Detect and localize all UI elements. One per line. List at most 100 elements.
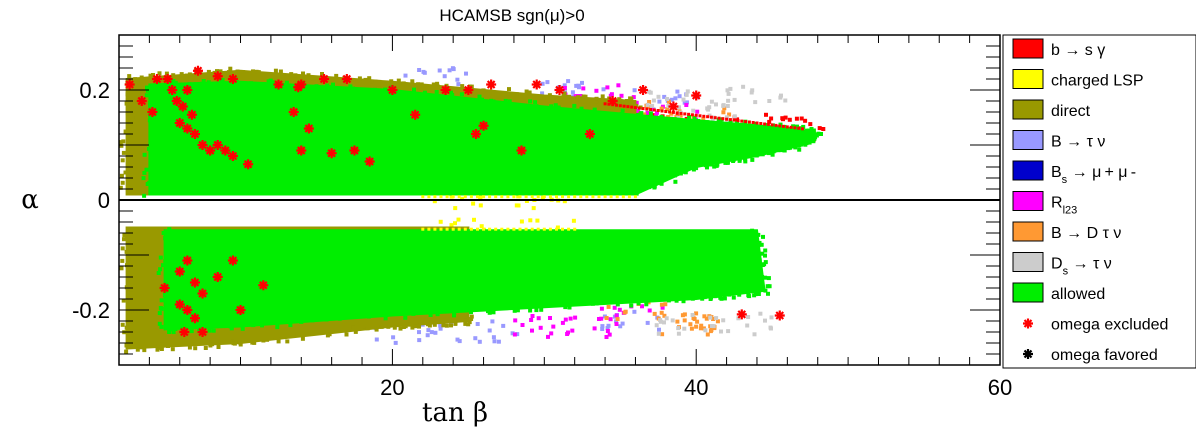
data-point	[747, 120, 751, 124]
data-point	[159, 298, 164, 303]
data-point	[707, 105, 712, 110]
data-point	[616, 83, 621, 88]
data-point	[561, 195, 564, 199]
data-point	[191, 323, 195, 328]
data-point	[549, 331, 554, 336]
data-point	[534, 104, 539, 109]
data-point	[321, 315, 326, 320]
data-point	[487, 328, 492, 333]
data-point	[519, 219, 524, 224]
data-point	[795, 142, 800, 147]
data-point	[675, 319, 680, 324]
series-allowed-region	[141, 77, 823, 335]
data-point	[630, 114, 635, 119]
data-point	[417, 68, 422, 72]
y-axis-title: α	[21, 185, 39, 215]
data-point	[387, 83, 392, 87]
data-point	[189, 329, 194, 334]
data-point	[620, 108, 625, 113]
data-point	[119, 140, 123, 145]
data-point	[431, 82, 436, 87]
data-point	[600, 327, 605, 331]
data-point	[384, 312, 389, 317]
data-point	[133, 343, 138, 348]
data-point	[708, 315, 713, 320]
star-marker	[288, 107, 299, 117]
data-point	[581, 86, 586, 91]
data-point	[245, 83, 250, 88]
data-point	[367, 88, 372, 93]
data-point	[714, 163, 719, 168]
data-point	[275, 322, 280, 327]
data-point	[601, 87, 606, 92]
data-point	[193, 341, 198, 346]
data-point	[712, 294, 717, 299]
data-point	[325, 333, 330, 338]
data-point	[753, 292, 758, 297]
star-marker	[774, 310, 785, 321]
data-point	[592, 107, 597, 112]
data-point	[674, 298, 679, 303]
data-point	[664, 173, 669, 178]
data-point	[609, 92, 614, 97]
star-marker	[227, 151, 238, 161]
data-point	[741, 152, 746, 157]
data-point	[152, 186, 157, 191]
data-point	[555, 225, 560, 230]
data-point	[235, 69, 240, 74]
data-point	[749, 90, 754, 95]
data-point	[435, 84, 440, 89]
data-point	[814, 133, 819, 138]
data-point	[666, 104, 671, 108]
data-point	[412, 87, 416, 92]
data-point	[416, 82, 421, 87]
data-point	[673, 96, 678, 101]
legend: b → s γ charged LSP direct B → τ ν Bs → μ + …	[1002, 34, 1196, 369]
data-point	[651, 297, 656, 301]
data-point	[155, 347, 160, 352]
data-point	[668, 110, 672, 114]
data-point	[556, 105, 561, 110]
data-point	[633, 106, 637, 110]
data-point	[753, 151, 758, 156]
data-point	[157, 321, 162, 326]
data-point	[673, 179, 678, 184]
star-marker	[147, 107, 158, 117]
data-point	[265, 337, 270, 342]
data-point	[698, 114, 702, 118]
data-point	[492, 339, 497, 344]
data-point	[227, 70, 231, 75]
data-point	[603, 99, 608, 104]
data-point	[787, 117, 792, 122]
data-point	[159, 306, 164, 311]
data-point	[782, 145, 787, 150]
data-point	[678, 294, 683, 299]
data-point	[372, 87, 377, 92]
data-point	[789, 128, 794, 132]
data-point	[351, 86, 356, 91]
star-marker	[235, 305, 246, 315]
data-point	[161, 263, 165, 268]
data-point	[703, 328, 708, 333]
legend-item: allowed	[1012, 282, 1105, 303]
data-point	[662, 320, 666, 325]
data-point	[714, 102, 718, 107]
data-point	[726, 91, 731, 96]
data-point	[324, 317, 329, 321]
data-point	[166, 241, 170, 246]
data-point	[500, 227, 504, 231]
data-point	[647, 185, 652, 190]
data-point	[463, 195, 467, 199]
data-point	[171, 73, 176, 78]
data-point	[528, 218, 533, 223]
data-point	[453, 321, 458, 326]
star-marker	[349, 145, 360, 156]
data-point	[126, 282, 131, 286]
data-point	[763, 248, 768, 253]
data-point	[126, 188, 130, 193]
data-point	[348, 84, 353, 89]
data-point	[567, 305, 572, 310]
data-point	[553, 103, 558, 108]
data-point	[147, 180, 152, 185]
data-point	[205, 339, 210, 344]
